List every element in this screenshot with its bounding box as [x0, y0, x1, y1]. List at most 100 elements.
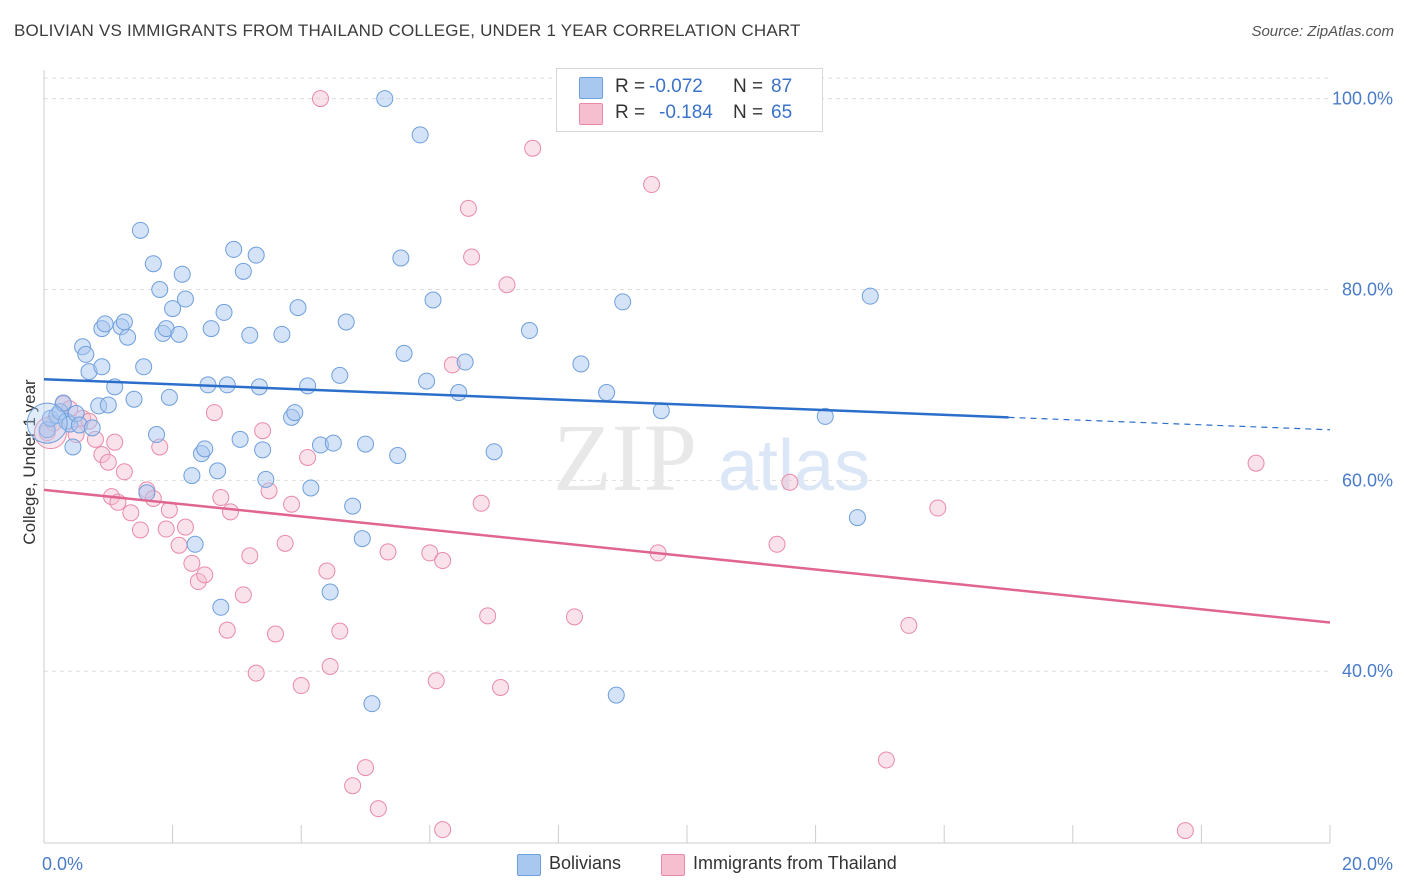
data-point-bolivians	[395, 344, 413, 362]
data-point-bolivians	[257, 470, 275, 488]
data-point-bolivians	[331, 366, 349, 384]
data-point-thailand	[929, 499, 947, 517]
data-point-thailand	[900, 616, 918, 634]
data-point-bolivians	[135, 358, 153, 376]
data-point-thailand	[369, 800, 387, 818]
data-point-thailand	[218, 621, 236, 639]
data-point-thailand	[1247, 454, 1265, 472]
data-point-bolivians	[376, 90, 394, 108]
data-point-thailand	[205, 404, 223, 422]
data-point-bolivians	[241, 326, 259, 344]
data-point-bolivians	[115, 313, 133, 331]
data-point-thailand	[276, 534, 294, 552]
source-credit: Source: ZipAtlas.com	[1251, 23, 1394, 40]
data-point-bolivians	[93, 358, 111, 376]
data-point-thailand	[131, 521, 149, 539]
data-point-thailand	[434, 552, 452, 570]
data-point-bolivians	[144, 255, 162, 273]
data-point-thailand	[1176, 822, 1194, 840]
data-point-bolivians	[337, 313, 355, 331]
x-tick-labels: 0.0% 20.0%	[42, 854, 1393, 874]
data-point-thailand	[189, 573, 207, 591]
data-point-bolivians	[286, 404, 304, 422]
data-point-thailand	[183, 554, 201, 572]
data-point-thailand	[565, 608, 583, 626]
data-point-thailand	[212, 489, 230, 507]
trend-line-bolivians-extension	[1008, 416, 1331, 431]
chart-title: BOLIVIAN VS IMMIGRANTS FROM THAILAND COL…	[14, 21, 801, 40]
legend-n-value: 87	[771, 76, 793, 97]
data-point-thailand	[472, 494, 490, 512]
data-point-thailand	[311, 90, 329, 108]
data-point-thailand	[241, 547, 259, 565]
trend-line-thailand	[43, 488, 1331, 624]
data-point-bolivians	[614, 293, 632, 311]
x-tick-label: 20.0%	[1342, 854, 1393, 874]
data-point-bolivians	[254, 441, 272, 459]
data-point-thailand	[247, 664, 265, 682]
data-point-bolivians	[234, 262, 252, 280]
data-point-bolivians	[119, 328, 137, 346]
data-point-thailand	[292, 677, 310, 695]
data-point-thailand	[283, 495, 301, 513]
data-point-bolivians	[215, 303, 233, 321]
correlation-legend: R = -0.072 N = 87 R = -0.184 N = 65	[556, 68, 823, 132]
data-point-bolivians	[598, 384, 616, 402]
legend-label: Bolivians	[549, 853, 622, 873]
data-point-thailand	[115, 463, 133, 481]
data-point-bolivians	[186, 535, 204, 553]
data-point-thailand	[234, 586, 252, 604]
data-point-bolivians	[247, 246, 265, 264]
data-point-bolivians	[299, 377, 317, 395]
y-tick-label: 40.0%	[1342, 661, 1393, 681]
data-point-bolivians	[344, 497, 362, 515]
data-point-thailand	[196, 566, 214, 584]
data-point-bolivians	[196, 440, 214, 458]
legend-r-value: -0.184	[659, 102, 713, 123]
legend-swatch-blue	[517, 854, 541, 876]
data-point-thailand	[479, 607, 497, 625]
gridlines	[44, 77, 1330, 672]
data-point-thailand	[254, 422, 272, 440]
data-point-bolivians	[450, 384, 468, 402]
data-point-bolivians	[302, 479, 320, 497]
data-point-bolivians	[96, 315, 114, 333]
data-point-thailand	[524, 139, 542, 157]
legend-n-value: 65	[771, 102, 793, 123]
x-tick-label: 0.0%	[42, 854, 83, 874]
y-tick-label: 80.0%	[1342, 279, 1393, 299]
data-point-bolivians	[218, 376, 236, 394]
data-point-bolivians	[231, 430, 249, 448]
data-point-cluster-bolivians	[26, 402, 68, 444]
data-point-thailand	[498, 276, 516, 294]
data-point-bolivians	[861, 287, 879, 305]
data-point-thailand	[427, 672, 445, 690]
data-point-bolivians	[520, 322, 538, 340]
data-point-thailand	[299, 448, 317, 466]
data-point-thailand	[266, 625, 284, 643]
data-point-bolivians	[183, 467, 201, 485]
data-point-bolivians	[99, 396, 117, 414]
legend-label: Immigrants from Thailand	[693, 853, 897, 873]
data-point-bolivians	[418, 372, 436, 390]
y-axis-label: College, Under 1 year	[20, 379, 39, 545]
data-point-bolivians	[209, 462, 227, 480]
watermark-atlas: atlas	[718, 426, 870, 506]
legend-n-label: N =	[733, 102, 764, 123]
data-point-bolivians	[607, 686, 625, 704]
data-point-thailand	[643, 176, 661, 194]
data-point-bolivians	[83, 419, 101, 437]
data-point-bolivians	[572, 355, 590, 373]
watermark: ZIP atlas	[553, 404, 870, 511]
data-point-thailand	[170, 536, 188, 554]
data-point-thailand	[434, 821, 452, 839]
data-point-bolivians	[212, 598, 230, 616]
series-legend: Bolivians Immigrants from Thailand	[0, 852, 1406, 878]
data-point-thailand	[321, 657, 339, 675]
trend-line-bolivians	[43, 377, 1009, 419]
legend-r-value: -0.072	[649, 76, 703, 97]
series-pink-points	[33, 90, 1265, 840]
data-point-thailand	[379, 543, 397, 561]
legend-row-thailand: R = -0.184 N = 65	[579, 102, 792, 126]
